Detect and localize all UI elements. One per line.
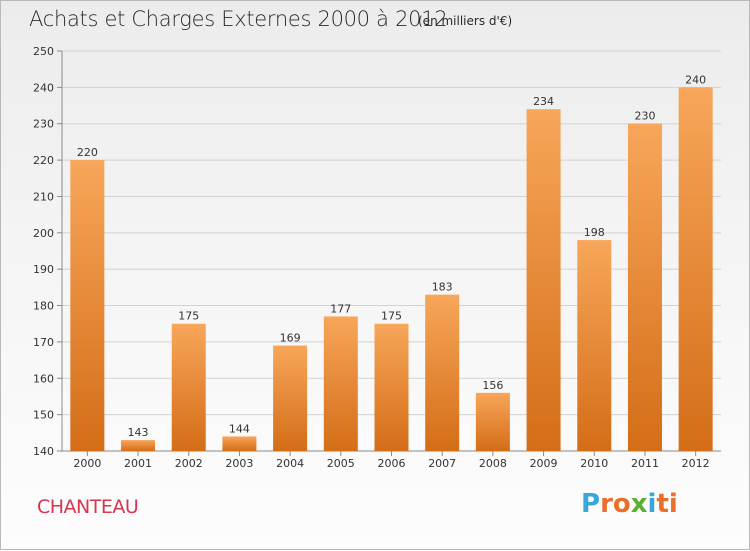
logo-letter: i — [668, 489, 678, 519]
y-tick-label: 240 — [33, 81, 54, 94]
bar-value-label: 143 — [128, 426, 149, 439]
bar — [374, 323, 409, 451]
x-tick-label: 2001 — [124, 457, 152, 470]
bar — [171, 323, 206, 451]
y-tick-label: 230 — [33, 118, 54, 131]
bar — [526, 109, 561, 451]
bar-value-label: 144 — [229, 422, 250, 435]
logo-letter: P — [581, 489, 601, 519]
bar — [627, 123, 662, 452]
x-tick-label: 2008 — [479, 457, 507, 470]
y-tick-label: 190 — [33, 263, 54, 276]
x-tick-label: 2007 — [428, 457, 456, 470]
bar — [577, 240, 612, 451]
bar — [475, 392, 510, 451]
y-tick-label: 220 — [33, 154, 54, 167]
logo-letter: r — [600, 489, 613, 519]
x-tick-label: 2000 — [73, 457, 101, 470]
x-tick-label: 2012 — [682, 457, 710, 470]
y-tick-label: 210 — [33, 190, 54, 203]
bar-value-label: 220 — [77, 146, 98, 159]
bar — [273, 345, 308, 451]
bar-value-label: 175 — [381, 310, 402, 323]
bar — [70, 160, 105, 451]
bar-value-label: 230 — [634, 110, 655, 123]
proxiti-logo: Proxiti — [581, 489, 678, 519]
chart-title: Achats et Charges Externes 2000 à 2012 — [29, 7, 448, 31]
bar-value-label: 177 — [330, 302, 351, 315]
bar — [121, 440, 156, 451]
x-tick-label: 2002 — [175, 457, 203, 470]
y-tick-label: 140 — [33, 445, 54, 458]
bar — [222, 436, 257, 451]
bar-value-label: 240 — [685, 73, 706, 86]
logo-letter: t — [656, 489, 669, 519]
y-tick-label: 180 — [33, 300, 54, 313]
y-tick-label: 200 — [33, 227, 54, 240]
bar-value-label: 175 — [178, 310, 199, 323]
logo-letter: i — [647, 489, 657, 519]
bar-value-label: 183 — [432, 281, 453, 294]
x-tick-label: 2010 — [580, 457, 608, 470]
logo-letter: x — [630, 489, 648, 519]
y-tick-label: 250 — [33, 45, 54, 58]
bar-value-label: 198 — [584, 226, 605, 239]
bar-value-label: 234 — [533, 95, 554, 108]
bar — [425, 294, 460, 451]
x-tick-label: 2006 — [378, 457, 406, 470]
x-tick-label: 2009 — [530, 457, 558, 470]
y-tick-label: 150 — [33, 409, 54, 422]
x-tick-label: 2005 — [327, 457, 355, 470]
bar — [323, 316, 358, 451]
x-tick-label: 2011 — [631, 457, 659, 470]
x-tick-label: 2004 — [276, 457, 304, 470]
x-tick-label: 2003 — [225, 457, 253, 470]
chart-subtitle: (en milliers d'€) — [418, 14, 513, 28]
y-tick-label: 170 — [33, 336, 54, 349]
bar-value-label: 156 — [482, 379, 503, 392]
commune-name: CHANTEAU — [37, 496, 139, 518]
bar — [678, 87, 713, 451]
logo-letter: o — [612, 489, 631, 519]
y-tick-label: 160 — [33, 372, 54, 385]
bar-value-label: 169 — [280, 332, 301, 345]
